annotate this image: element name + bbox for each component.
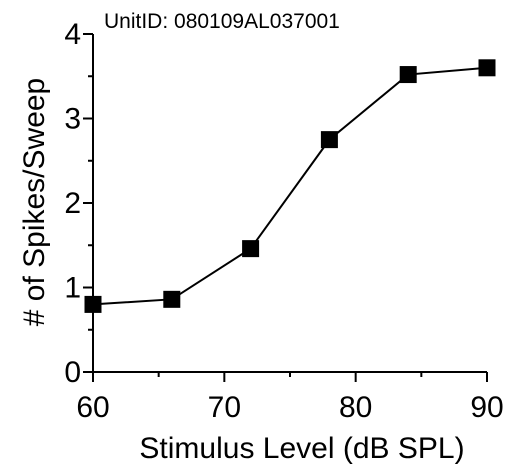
data-point-0-0	[84, 295, 102, 313]
series-line-0	[92, 66, 488, 306]
y-tick-label-4: 4	[64, 18, 81, 51]
y-tick-label-0: 0	[64, 356, 81, 389]
y-tick-label-3: 3	[64, 103, 81, 136]
x-ticks: 60 70 80 90	[76, 372, 504, 424]
data-point-0-1	[163, 290, 181, 308]
chart-title: UnitID: 080109AL037001	[104, 10, 340, 33]
data-point-0-4	[399, 66, 417, 84]
x-tick-label-3: 90	[470, 391, 503, 424]
y-ticks: 0 1 2 3 4	[64, 18, 93, 389]
y-tick-label-1: 1	[64, 272, 81, 305]
series-layer	[84, 59, 496, 313]
data-point-0-2	[242, 240, 260, 258]
axes	[92, 34, 487, 373]
x-tick-label-2: 80	[339, 391, 372, 424]
x-tick-label-0: 60	[76, 391, 109, 424]
x-axis-title: Stimulus Level (dB SPL)	[139, 432, 464, 465]
data-point-0-3	[320, 131, 338, 149]
y-tick-label-2: 2	[64, 187, 81, 220]
x-tick-label-1: 70	[208, 391, 241, 424]
y-axis-title: # of Spikes/Sweep	[18, 78, 51, 326]
data-point-0-5	[478, 59, 496, 77]
